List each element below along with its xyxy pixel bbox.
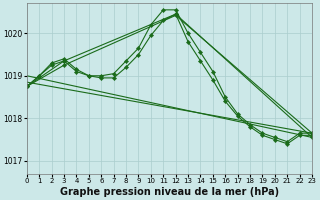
X-axis label: Graphe pression niveau de la mer (hPa): Graphe pression niveau de la mer (hPa) bbox=[60, 187, 279, 197]
